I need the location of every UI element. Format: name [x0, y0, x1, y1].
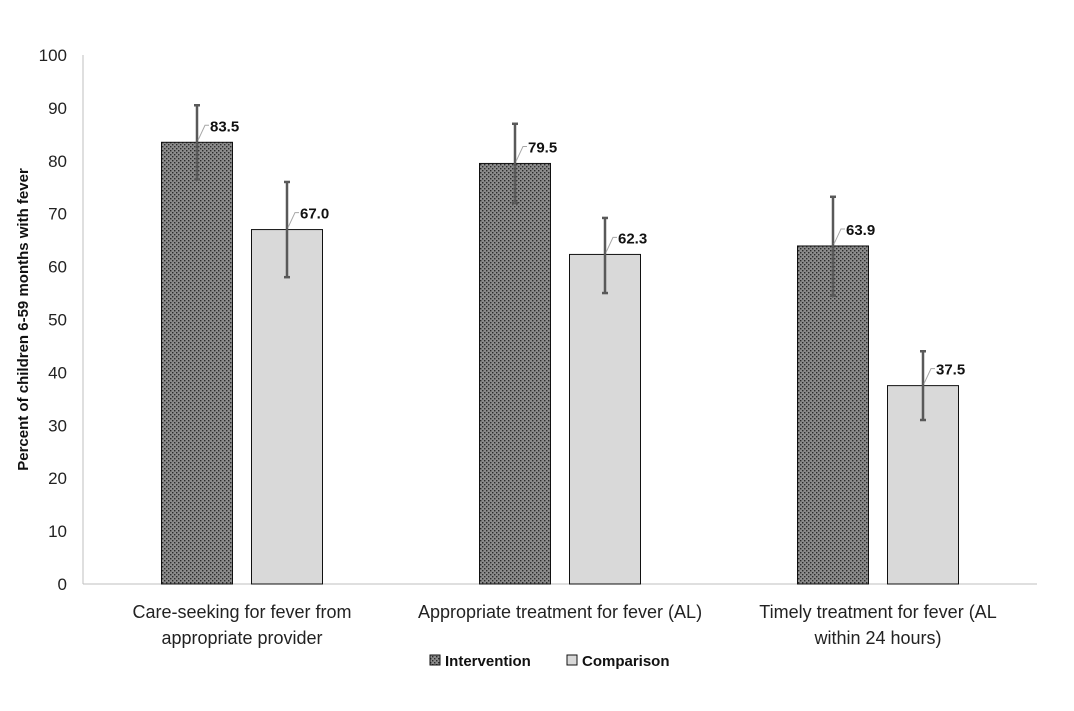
y-tick-label: 60	[48, 258, 67, 277]
data-label-leader	[923, 368, 935, 384]
bar-intervention	[479, 162, 551, 585]
x-tick-label: within 24 hours)	[813, 628, 941, 648]
y-tick-label: 10	[48, 522, 67, 541]
bar-comparison	[569, 253, 641, 585]
data-label: 67.0	[300, 206, 329, 223]
data-label: 63.9	[846, 222, 875, 239]
data-label-leader	[287, 212, 299, 228]
data-label: 83.5	[210, 118, 239, 135]
y-tick-label: 80	[48, 152, 67, 171]
y-tick-label: 20	[48, 469, 67, 488]
x-tick-label: Appropriate treatment for fever (AL)	[418, 602, 702, 622]
data-label: 79.5	[528, 139, 557, 156]
y-tick-label: 90	[48, 99, 67, 118]
legend-label-intervention: Intervention	[445, 653, 531, 670]
data-label: 37.5	[936, 362, 965, 379]
y-tick-label: 100	[39, 46, 67, 65]
data-label-leader	[833, 228, 845, 245]
legend-swatch-comparison	[566, 654, 578, 666]
x-tick-label: Care-seeking for fever from	[132, 602, 351, 622]
legend-swatch-intervention	[429, 654, 441, 666]
bar-intervention	[161, 141, 233, 585]
x-tick-label: appropriate provider	[161, 628, 322, 648]
y-tick-label: 40	[48, 363, 67, 382]
y-tick-label: 30	[48, 416, 67, 435]
y-tick-label: 50	[48, 311, 67, 330]
y-axis-title: Percent of children 6-59 months with fev…	[15, 168, 32, 471]
data-label-leader	[605, 236, 617, 253]
bar-comparison	[251, 229, 323, 585]
bar-intervention	[797, 245, 869, 585]
y-tick-label: 70	[48, 205, 67, 224]
data-label: 62.3	[618, 230, 647, 247]
x-tick-label: Timely treatment for fever (AL	[759, 602, 996, 622]
legend-label-comparison: Comparison	[582, 653, 670, 670]
y-tick-label: 0	[58, 575, 67, 594]
data-label-leader	[197, 124, 209, 141]
data-label-leader	[515, 145, 527, 162]
